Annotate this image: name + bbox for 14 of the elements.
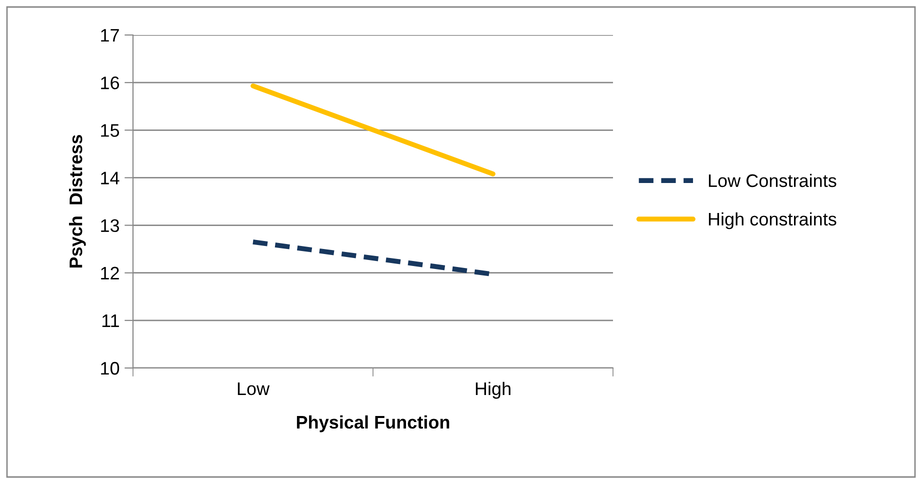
- y-tick-label: 17: [101, 29, 119, 42]
- x-tick-label: Low: [238, 382, 270, 396]
- y-tick-label: 10: [101, 362, 120, 375]
- y-tick-label: 16: [101, 76, 120, 90]
- x-axis-title: Physical Function: [296, 415, 450, 432]
- x-tick-label: High: [476, 382, 510, 399]
- y-tick-label: 11: [102, 314, 119, 327]
- y-tick-label: 13: [101, 219, 120, 232]
- legend-label: Low Constraints: [708, 174, 836, 188]
- legend-label: High constraints: [708, 212, 836, 230]
- y-tick-label: 14: [101, 172, 120, 184]
- y-tick-label: 15: [101, 124, 120, 137]
- y-tick-label: 12: [101, 266, 119, 280]
- y-axis-title: Psych Distress: [69, 134, 86, 268]
